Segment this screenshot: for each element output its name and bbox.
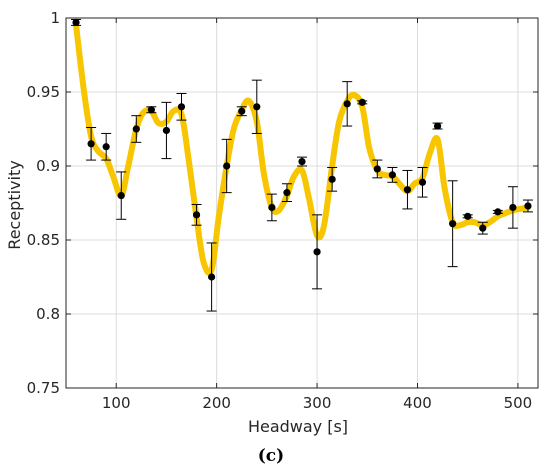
x-tick-label: 500 (504, 394, 533, 412)
marker (162, 126, 171, 135)
marker (132, 125, 140, 133)
marker (403, 186, 412, 194)
x-tick-label: 100 (102, 394, 131, 412)
data-point (101, 132, 112, 161)
data-point (116, 171, 127, 220)
data-point (206, 242, 217, 312)
data-point (357, 98, 368, 106)
data-point (86, 127, 97, 161)
marker (479, 224, 487, 232)
data-point (327, 166, 338, 192)
data-point (507, 186, 518, 229)
y-tick-label: 0.95 (27, 83, 60, 101)
marker (373, 165, 381, 173)
data-point (297, 156, 307, 167)
marker (177, 103, 186, 111)
data-point (236, 106, 247, 117)
marker (509, 203, 517, 212)
marker (343, 100, 351, 108)
marker (268, 203, 276, 212)
marker (192, 211, 201, 219)
marker (87, 140, 95, 148)
data-point (492, 208, 503, 216)
y-tick-label: 1 (50, 9, 60, 27)
plot-area (66, 18, 538, 388)
x-tick-label: 200 (202, 394, 231, 412)
data-point (312, 214, 323, 290)
data-point (462, 212, 473, 220)
y-tick-labels: 0.75 0.8 0.85 0.9 0.95 1 (27, 9, 60, 397)
data-point (432, 122, 443, 130)
panel-label: (c) (258, 446, 284, 466)
marker (449, 220, 457, 228)
marker (358, 98, 366, 106)
marker (313, 248, 321, 256)
marker (117, 192, 125, 200)
x-tick-label: 300 (303, 394, 332, 412)
marker (298, 157, 306, 166)
data-point (191, 203, 202, 226)
data-point (131, 115, 142, 143)
x-tick-labels: 100 200 300 400 500 (102, 394, 532, 412)
marker (283, 189, 291, 197)
data-point (221, 138, 232, 194)
data-point (372, 159, 383, 179)
x-axis-label: Headway [s] (248, 417, 348, 436)
data-point (161, 101, 172, 160)
data-point (522, 199, 533, 213)
marker (253, 103, 261, 111)
data-points (71, 18, 533, 312)
marker (208, 273, 216, 281)
marker (418, 178, 427, 186)
marker (494, 208, 502, 216)
data-point (417, 166, 428, 198)
marker (238, 107, 246, 115)
marker (433, 122, 442, 130)
marker (524, 202, 532, 210)
y-axis-label: Receptivity (5, 160, 24, 249)
marker (147, 106, 155, 114)
marker (464, 212, 472, 220)
marker (388, 171, 396, 179)
data-point (176, 92, 187, 121)
y-tick-label: 0.9 (36, 157, 60, 175)
data-point (251, 79, 262, 134)
marker (328, 175, 336, 183)
marker (102, 143, 110, 151)
plot-frame (65, 17, 539, 389)
data-point (447, 180, 458, 268)
marker (223, 162, 231, 170)
y-tick-label: 0.85 (27, 231, 60, 249)
data-point (342, 81, 353, 127)
x-tick-label: 400 (403, 394, 432, 412)
data-point (266, 193, 277, 222)
data-point (387, 166, 398, 183)
y-tick-label: 0.8 (36, 305, 60, 323)
marker (72, 18, 80, 27)
data-point (402, 169, 413, 210)
data-point (146, 106, 157, 114)
data-point (281, 183, 292, 203)
data-point (477, 221, 488, 235)
y-tick-label: 0.75 (27, 379, 60, 397)
data-point (71, 18, 82, 27)
